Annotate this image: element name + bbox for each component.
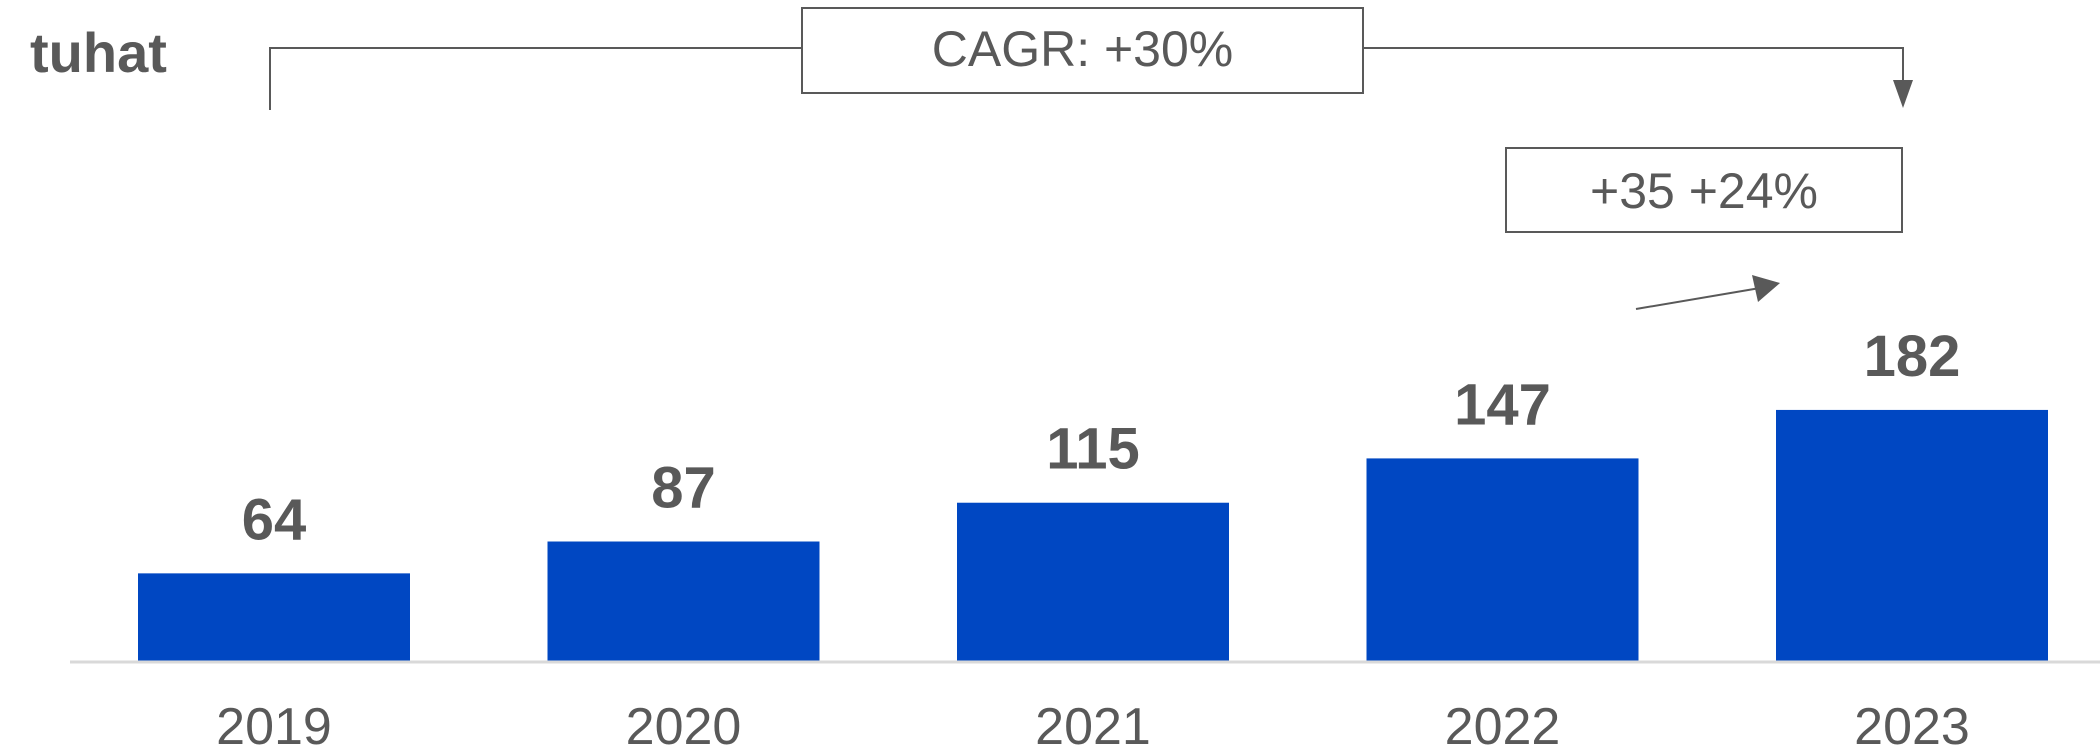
cagr-arrow-head <box>1893 80 1913 108</box>
x-tick-label-2021: 2021 <box>1035 698 1151 750</box>
unit-label: tuhat <box>30 21 167 84</box>
cagr-label: CAGR: +30% <box>932 21 1234 77</box>
data-label-2019: 64 <box>242 487 307 552</box>
cagr-bracket-right <box>1363 47 1904 90</box>
bar-2020 <box>547 541 820 662</box>
bar-2019 <box>138 573 410 662</box>
data-label-2023: 182 <box>1864 324 1961 389</box>
data-label-2022: 147 <box>1454 372 1551 437</box>
x-tick-label-2022: 2022 <box>1445 698 1561 750</box>
cagr-box <box>801 7 1364 94</box>
change-annotation: +35 +24% <box>1505 147 1903 310</box>
change-box <box>1505 147 1903 233</box>
x-tick-label-2023: 2023 <box>1854 698 1970 750</box>
change-label: +35 +24% <box>1590 163 1818 219</box>
change-arrow <box>1635 287 1761 310</box>
cagr-annotation: CAGR: +30% <box>269 7 1913 110</box>
bars-layer <box>138 409 2048 662</box>
bar-2023 <box>1776 409 2048 662</box>
x-tick-label-2019: 2019 <box>216 698 332 750</box>
labels-layer: 64 87 115 147 182 <box>242 324 1961 552</box>
data-label-2020: 87 <box>651 456 716 521</box>
x-tick-labels: 2019 2020 2021 2022 2023 <box>216 698 1970 755</box>
cagr-bracket-left <box>269 47 802 110</box>
bar-2022 <box>1366 458 1639 662</box>
change-arrow-head <box>1752 275 1780 302</box>
x-tick-label-2020: 2020 <box>626 698 742 750</box>
data-label-2021: 115 <box>1046 417 1140 482</box>
bar-2021 <box>957 502 1229 662</box>
